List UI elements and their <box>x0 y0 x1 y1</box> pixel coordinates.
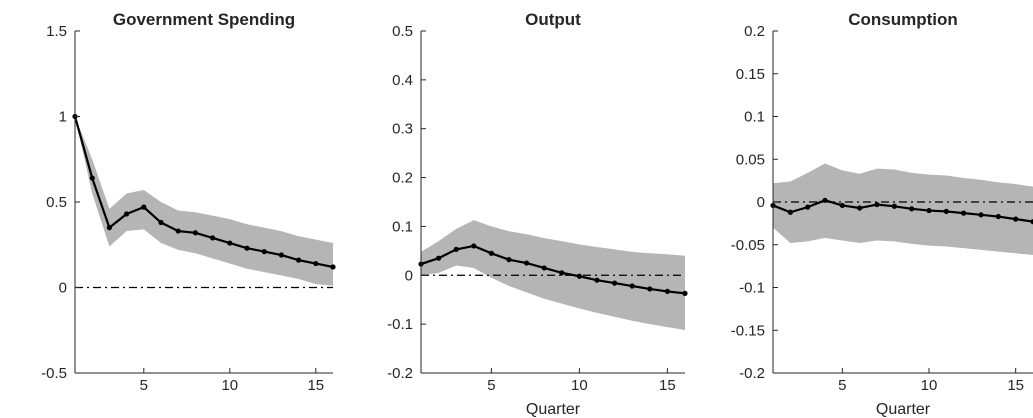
data-point <box>278 252 284 258</box>
data-point <box>296 257 302 263</box>
data-point <box>313 260 319 267</box>
panel-consumption: -0.2 -0.15 -0.1 -0.05 0 0.05 0.1 0.15 0.2 5 10 15 Co… <box>731 10 1033 418</box>
data-point <box>559 270 565 276</box>
data-point <box>995 213 1001 220</box>
data-point <box>89 175 95 181</box>
data-point <box>943 208 949 215</box>
data-point <box>926 207 932 214</box>
data-point <box>471 243 477 249</box>
data-point <box>787 209 793 215</box>
data-point <box>261 248 267 255</box>
data-point <box>1013 216 1019 222</box>
x-tick-label: 10 <box>571 377 588 394</box>
chart-title: Output <box>525 10 581 29</box>
y-tick-label: 0.5 <box>46 194 67 211</box>
data-point <box>524 260 530 266</box>
x-tick-label: 10 <box>221 377 238 394</box>
response-line <box>420 244 686 295</box>
data-point <box>124 211 130 217</box>
x-tick-label: 15 <box>307 377 324 394</box>
y-tick-label: 0.2 <box>392 170 413 187</box>
data-point <box>839 202 845 209</box>
x-tick-label: 5 <box>838 377 846 394</box>
response-line <box>772 199 1033 223</box>
data-point <box>664 288 671 295</box>
data-point <box>541 265 547 271</box>
y-tick-label: 0.1 <box>744 109 765 126</box>
data-point <box>192 230 198 236</box>
y-tick-label: 0.5 <box>392 23 413 40</box>
data-point <box>978 212 984 218</box>
x-tick-label: 5 <box>487 377 495 394</box>
data-point <box>891 203 897 209</box>
response-line <box>73 116 334 269</box>
y-tick-label: 0.1 <box>392 218 413 235</box>
data-point <box>576 273 583 279</box>
data-point <box>436 255 442 261</box>
data-point <box>488 250 494 256</box>
data-point <box>330 264 336 270</box>
data-point <box>175 228 181 234</box>
data-point <box>1030 219 1033 225</box>
y-tick-label: -0.1 <box>739 280 765 297</box>
y-tick-label: 0.4 <box>392 72 413 89</box>
data-point <box>682 290 688 296</box>
y-tick-label: 1 <box>59 109 67 126</box>
data-point <box>106 225 112 231</box>
x-tick-label: 15 <box>1007 377 1024 394</box>
data-point <box>506 257 512 263</box>
x-axis-label: Quarter <box>526 401 581 418</box>
chart-title: Consumption <box>848 10 958 29</box>
data-point <box>909 206 915 212</box>
x-tick-label: 5 <box>140 377 148 394</box>
data-point <box>594 277 600 283</box>
y-tick-label: 0.2 <box>744 23 765 40</box>
x-axis-label: Quarter <box>876 401 931 418</box>
y-tick-label: 0 <box>757 194 765 211</box>
data-point <box>158 219 164 226</box>
y-tick-label: -0.2 <box>387 365 413 382</box>
data-point <box>805 204 811 210</box>
y-tick-label: 0 <box>59 280 67 297</box>
confidence-band <box>75 116 333 286</box>
data-point <box>210 235 216 241</box>
data-point <box>647 286 653 292</box>
data-point <box>822 197 828 203</box>
y-tick-label: -0.1 <box>387 316 413 333</box>
chart-title: Government Spending <box>113 10 295 29</box>
x-tick-label: 15 <box>659 377 676 394</box>
panel-government-spending: -0.5 0 0.5 1 1.5 5 10 15 Government Spending <box>41 10 336 394</box>
data-point <box>874 201 880 208</box>
y-tick-label: 0 <box>405 267 413 284</box>
x-tick-label: 10 <box>921 377 938 394</box>
y-tick-label: 0.3 <box>392 121 413 138</box>
y-tick-label: 0.15 <box>736 66 765 83</box>
data-point <box>629 283 635 289</box>
y-tick-label: -0.05 <box>731 237 765 254</box>
panel-output: -0.2 -0.1 0 0.1 0.2 0.3 0.4 0.5 5 10 15 Output Quart… <box>387 10 688 418</box>
y-tick-label: 0.05 <box>736 151 765 168</box>
data-point <box>453 246 459 252</box>
data-point <box>612 280 618 286</box>
data-point <box>244 245 250 251</box>
y-tick-label: -0.2 <box>739 365 765 382</box>
data-point <box>961 210 967 216</box>
confidence-band <box>773 163 1033 256</box>
y-tick-label: 1.5 <box>46 23 67 40</box>
data-point <box>227 240 233 246</box>
y-tick-label: -0.15 <box>731 322 765 339</box>
data-point <box>857 205 863 211</box>
y-tick-label: -0.5 <box>41 365 67 382</box>
data-point <box>141 204 147 210</box>
